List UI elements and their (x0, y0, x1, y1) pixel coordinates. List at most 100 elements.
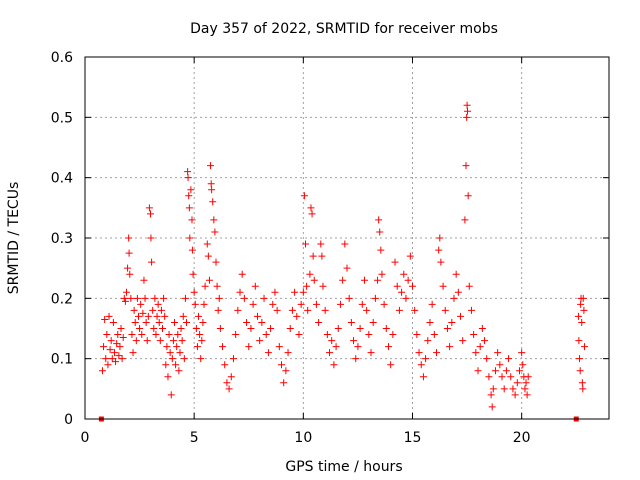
data-point (422, 355, 430, 363)
data-point (195, 312, 203, 320)
data-point (576, 355, 584, 363)
data-point (209, 198, 217, 206)
data-point (161, 312, 169, 320)
chart-title: Day 357 of 2022, SRMTID for receiver mob… (190, 21, 498, 37)
data-point (483, 355, 491, 363)
data-point (308, 210, 316, 218)
data-point (225, 385, 233, 393)
data-point (213, 282, 221, 290)
data-point (258, 318, 266, 326)
data-point (153, 312, 161, 320)
data-point (229, 355, 237, 363)
data-point (207, 162, 215, 170)
data-point (332, 343, 340, 351)
data-point (282, 367, 290, 375)
data-point (101, 315, 109, 323)
data-point (464, 107, 472, 115)
data-point (284, 349, 292, 357)
data-point (578, 379, 586, 387)
data-point (185, 204, 193, 212)
data-point (500, 385, 508, 393)
data-point (384, 343, 392, 351)
x-tick-label: 0 (81, 430, 90, 446)
data-point (375, 216, 383, 224)
data-point (173, 343, 181, 351)
data-point (219, 343, 227, 351)
data-point (118, 355, 126, 363)
data-point (240, 294, 248, 302)
data-point (505, 355, 513, 363)
data-point (435, 246, 443, 254)
data-point (391, 258, 399, 266)
data-point (404, 276, 412, 284)
data-point (515, 367, 523, 375)
data-point (154, 300, 162, 308)
data-point (102, 355, 110, 363)
data-point (463, 113, 471, 121)
x-tick-label: 10 (294, 430, 312, 446)
axis-ticks: 0 0.1 0.2 0.3 0.4 0.5 0.6 0 5 10 15 20 (51, 50, 609, 446)
data-point (124, 264, 132, 272)
data-point (398, 288, 406, 296)
data-point (581, 343, 589, 351)
data-point (577, 300, 585, 308)
data-point (168, 355, 176, 363)
data-point (502, 367, 510, 375)
data-point (523, 391, 531, 399)
data-point (132, 337, 140, 345)
data-point (179, 312, 187, 320)
data-point (212, 258, 220, 266)
data-point (323, 331, 331, 339)
data-point (133, 294, 141, 302)
data-point (474, 367, 482, 375)
data-point (402, 294, 410, 302)
data-point (196, 331, 204, 339)
data-point (203, 240, 211, 248)
data-point (201, 282, 209, 290)
y-tick-label: 0.5 (51, 110, 73, 126)
data-point (369, 318, 377, 326)
data-point (221, 361, 229, 369)
data-point (521, 385, 529, 393)
data-point (339, 276, 347, 284)
data-point (204, 252, 212, 260)
data-point (205, 276, 213, 284)
data-point (430, 331, 438, 339)
data-point (129, 349, 137, 357)
y-tick-label: 0.3 (51, 231, 73, 247)
data-point (424, 337, 432, 345)
data-point (249, 300, 257, 308)
data-point (160, 294, 168, 302)
data-point (193, 343, 201, 351)
data-point (119, 334, 127, 342)
data-point (439, 282, 447, 290)
data-point (260, 294, 268, 302)
data-point (360, 276, 368, 284)
data-point (343, 264, 351, 272)
data-point (481, 337, 489, 345)
data-point (144, 312, 152, 320)
data-point (487, 391, 495, 399)
data-point (262, 331, 270, 339)
data-point (141, 294, 149, 302)
data-point (522, 379, 530, 387)
data-point (126, 270, 134, 278)
data-point (428, 300, 436, 308)
data-point (356, 325, 364, 332)
data-point (264, 349, 272, 357)
data-point (363, 306, 371, 314)
data-point (159, 325, 167, 332)
data-point (330, 361, 338, 369)
data-point (579, 294, 587, 302)
data-point (452, 270, 460, 278)
data-point (227, 373, 235, 381)
data-point (143, 337, 151, 345)
data-point (341, 240, 349, 248)
data-point (115, 352, 123, 360)
data-point (491, 367, 499, 375)
data-point (300, 192, 308, 200)
data-point (310, 276, 318, 284)
data-point (467, 306, 475, 314)
data-point (293, 312, 301, 320)
data-point (376, 228, 384, 236)
